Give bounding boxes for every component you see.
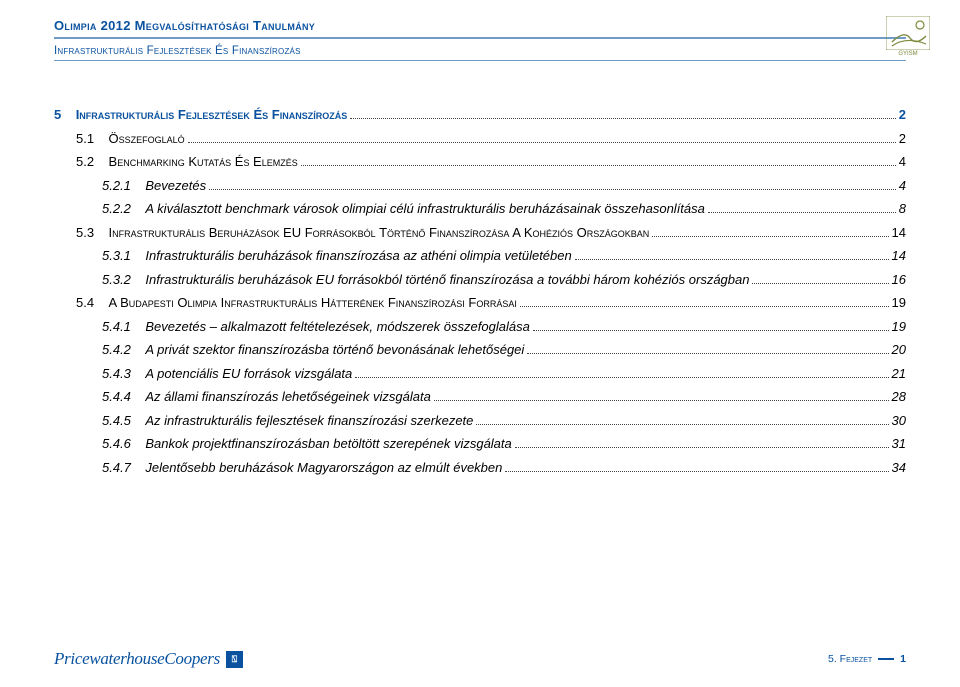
toc-leader-dots	[209, 189, 896, 190]
toc-entry[interactable]: 5.4.1 Bevezetés – alkalmazott feltételez…	[102, 319, 906, 334]
footer-page-info: 5. Fejezet 1	[828, 653, 906, 665]
toc-entry-page: 19	[892, 319, 906, 334]
toc-entry-label: Benchmarking Kutatás És Elemzés	[109, 154, 298, 169]
footer-page-number: 1	[900, 653, 906, 665]
toc-entry-label: A privát szektor finanszírozásba történő…	[145, 342, 524, 357]
toc-entry-page: 20	[892, 342, 906, 357]
toc-entry[interactable]: 5.4 A Budapesti Olimpia Infrastrukturáli…	[76, 295, 906, 310]
document-subtitle: Infrastrukturális Fejlesztések És Finans…	[54, 45, 906, 57]
toc-leader-dots	[188, 142, 896, 143]
toc-entry-label: Bankok projektfinanszírozásban betöltött…	[145, 436, 511, 451]
toc-entry-page: 2	[899, 107, 906, 122]
toc-entry-label: A Budapesti Olimpia Infrastrukturális Há…	[109, 295, 517, 310]
toc-entry-number: 5.4.5	[102, 413, 145, 428]
toc-entry-number: 5.1	[76, 131, 109, 146]
footer-chapter-label: 5. Fejezet	[828, 653, 872, 665]
toc-entry-number: 5.2	[76, 154, 109, 169]
toc-entry-number: 5	[54, 107, 76, 122]
toc-entry[interactable]: 5.2.2 A kiválasztott benchmark városok o…	[102, 201, 906, 216]
toc-leader-dots	[350, 118, 896, 119]
toc-entry-number: 5.4.4	[102, 389, 145, 404]
header-logo: GYISM	[880, 16, 936, 62]
toc-entry[interactable]: 5.2.1 Bevezetés 4	[102, 178, 906, 193]
toc-entry[interactable]: 5.4.6 Bankok projektfinanszírozásban bet…	[102, 436, 906, 451]
toc-entry-number: 5.4.3	[102, 366, 145, 381]
toc-entry[interactable]: 5.2 Benchmarking Kutatás És Elemzés 4	[76, 154, 906, 169]
toc-entry-page: 19	[892, 295, 906, 310]
toc-entry-label: Jelentősebb beruházások Magyarországon a…	[145, 460, 502, 475]
toc-leader-dots	[355, 377, 888, 378]
toc-entry[interactable]: 5.1 Összefoglaló 2	[76, 131, 906, 146]
logo-caption: GYISM	[898, 51, 917, 57]
toc-entry-label: Bevezetés – alkalmazott feltételezések, …	[145, 319, 529, 334]
toc-entry[interactable]: 5 Infrastrukturális Fejlesztések És Fina…	[54, 107, 906, 122]
footer-brand: PricewaterhouseCoopers ⍂	[54, 649, 243, 669]
toc-entry-label: Infrastrukturális Fejlesztések És Finans…	[76, 107, 348, 122]
toc-leader-dots	[520, 306, 889, 307]
toc-entry[interactable]: 5.3.2 Infrastrukturális beruházások EU f…	[102, 272, 906, 287]
toc-entry[interactable]: 5.3.1 Infrastrukturális beruházások fina…	[102, 248, 906, 263]
toc-leader-dots	[752, 283, 888, 284]
toc-entry-number: 5.4.1	[102, 319, 145, 334]
toc-leader-dots	[527, 353, 888, 354]
toc-entry[interactable]: 5.3 Infrastrukturális Beruházások EU For…	[76, 225, 906, 240]
toc-leader-dots	[533, 330, 889, 331]
toc-entry-page: 4	[899, 178, 906, 193]
toc-entry-number: 5.2.2	[102, 201, 145, 216]
toc-entry-label: Az állami finanszírozás lehetőségeinek v…	[145, 389, 430, 404]
toc-leader-dots	[515, 447, 889, 448]
toc-entry-number: 5.2.1	[102, 178, 145, 193]
toc-entry-page: 16	[892, 272, 906, 287]
toc-entry-number: 5.3.1	[102, 248, 145, 263]
toc-entry-label: A potenciális EU források vizsgálata	[145, 366, 352, 381]
toc-entry[interactable]: 5.4.5 Az infrastrukturális fejlesztések …	[102, 413, 906, 428]
toc-entry-page: 14	[892, 225, 906, 240]
document-title: Olimpia 2012 Megvalósíthatósági Tanulmán…	[54, 18, 906, 33]
page: GYISM Olimpia 2012 Megvalósíthatósági Ta…	[0, 0, 960, 687]
toc-entry-label: Infrastrukturális beruházások EU forráso…	[145, 272, 749, 287]
toc-entry-page: 30	[892, 413, 906, 428]
toc-entry-page: 14	[892, 248, 906, 263]
toc-leader-dots	[652, 236, 888, 237]
page-footer: PricewaterhouseCoopers ⍂ 5. Fejezet 1	[54, 649, 906, 669]
toc-entry-page: 34	[892, 460, 906, 475]
toc-entry-label: Bevezetés	[145, 178, 206, 193]
subtitle-rule	[54, 60, 906, 61]
toc-leader-dots	[476, 424, 888, 425]
toc-entry[interactable]: 5.4.7 Jelentősebb beruházások Magyarorsz…	[102, 460, 906, 475]
toc-entry-number: 5.3	[76, 225, 109, 240]
gyism-logo-icon	[886, 16, 930, 50]
toc-entry-number: 5.3.2	[102, 272, 145, 287]
toc-entry[interactable]: 5.4.2 A privát szektor finanszírozásba t…	[102, 342, 906, 357]
toc-entry-label: Infrastrukturális beruházások finanszíro…	[145, 248, 571, 263]
toc-entry[interactable]: 5.4.4 Az állami finanszírozás lehetősége…	[102, 389, 906, 404]
toc-leader-dots	[434, 400, 889, 401]
toc-entry-label: Összefoglaló	[109, 131, 185, 146]
toc-entry-label: Infrastrukturális Beruházások EU Forráso…	[109, 225, 650, 240]
footer-brand-name: PricewaterhouseCoopers	[54, 649, 220, 669]
toc-entry-number: 5.4.7	[102, 460, 145, 475]
toc-leader-dots	[575, 259, 889, 260]
toc-entry-page: 28	[892, 389, 906, 404]
toc-entry-number: 5.4	[76, 295, 109, 310]
toc-entry-label: A kiválasztott benchmark városok olimpia…	[145, 201, 705, 216]
table-of-contents: 5 Infrastrukturális Fejlesztések És Fina…	[54, 107, 906, 475]
toc-entry-number: 5.4.6	[102, 436, 145, 451]
toc-entry[interactable]: 5.4.3 A potenciális EU források vizsgála…	[102, 366, 906, 381]
toc-entry-page: 8	[899, 201, 906, 216]
toc-entry-page: 2	[899, 131, 906, 146]
toc-entry-page: 21	[892, 366, 906, 381]
toc-entry-number: 5.4.2	[102, 342, 145, 357]
footer-brand-mark-icon: ⍂	[226, 651, 243, 668]
toc-entry-page: 4	[899, 154, 906, 169]
toc-leader-dots	[505, 471, 888, 472]
toc-leader-dots	[708, 212, 896, 213]
toc-leader-dots	[301, 165, 896, 166]
title-rule	[54, 37, 906, 39]
toc-entry-label: Az infrastrukturális fejlesztések finans…	[145, 413, 473, 428]
footer-dash-icon	[878, 658, 894, 660]
toc-entry-page: 31	[892, 436, 906, 451]
